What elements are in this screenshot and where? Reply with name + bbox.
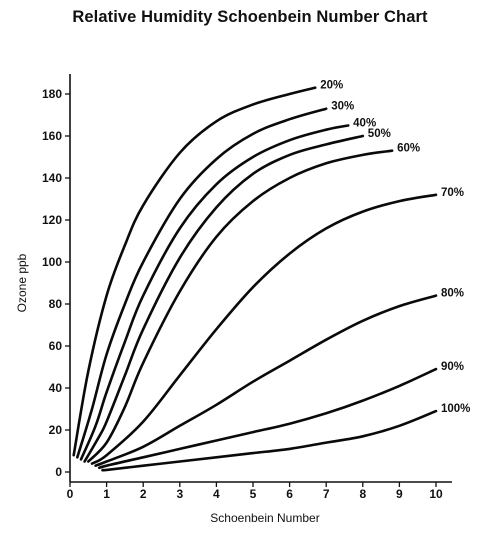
series-label: 100%	[441, 403, 470, 415]
x-tick-label: 2	[140, 487, 147, 501]
series-label: 80%	[441, 288, 464, 300]
series-label: 40%	[353, 118, 376, 130]
series-group	[72, 86, 438, 472]
y-tick-label: 100	[42, 255, 62, 269]
y-tick-label: 40	[49, 381, 63, 395]
x-tick-label: 5	[250, 487, 257, 501]
y-tick-label: 120	[42, 213, 62, 227]
x-tick-label: 6	[286, 487, 293, 501]
x-tick-label: 1	[103, 487, 110, 501]
chart-title: Relative Humidity Schoenbein Number Char…	[72, 8, 428, 26]
series-label: 50%	[368, 128, 391, 140]
series-label: 30%	[331, 101, 354, 113]
series-line-40pct	[79, 124, 350, 461]
series-label: 90%	[441, 361, 464, 373]
y-tick-label: 180	[42, 87, 62, 101]
series-line-70pct	[90, 193, 438, 465]
y-tick-label: 0	[55, 465, 62, 479]
series-line-60pct	[87, 149, 394, 463]
series-label: 60%	[397, 143, 420, 155]
y-tick-label: 160	[42, 129, 62, 143]
y-tick-label: 80	[49, 297, 63, 311]
series-line-80pct	[94, 294, 438, 467]
series-labels: 20% 30% 40%50% 60% 70% 80% 90% 100%	[320, 80, 470, 415]
series-label: 70%	[441, 187, 464, 199]
y-tick-label: 20	[49, 423, 63, 437]
series-line-30pct	[76, 107, 328, 459]
y-tick-label: 140	[42, 171, 62, 185]
series-label: 20%	[320, 80, 343, 92]
x-tick-label: 3	[176, 487, 183, 501]
x-tick-label: 0	[67, 487, 74, 501]
series-line-90pct	[98, 367, 438, 470]
x-tick-label: 7	[323, 487, 330, 501]
series-line-20pct	[72, 86, 317, 457]
y-tick-label: 60	[49, 339, 63, 353]
x-axis-title: Schoenbein Number	[210, 511, 319, 525]
y-axis-title: Ozone ppb	[15, 253, 29, 312]
x-tick-label: 9	[396, 487, 403, 501]
x-tick-label: 4	[213, 487, 220, 501]
x-tick-label: 10	[429, 487, 443, 501]
series-line-100pct	[101, 409, 438, 472]
x-tick-label: 8	[359, 487, 366, 501]
series-line-50pct	[83, 134, 365, 463]
